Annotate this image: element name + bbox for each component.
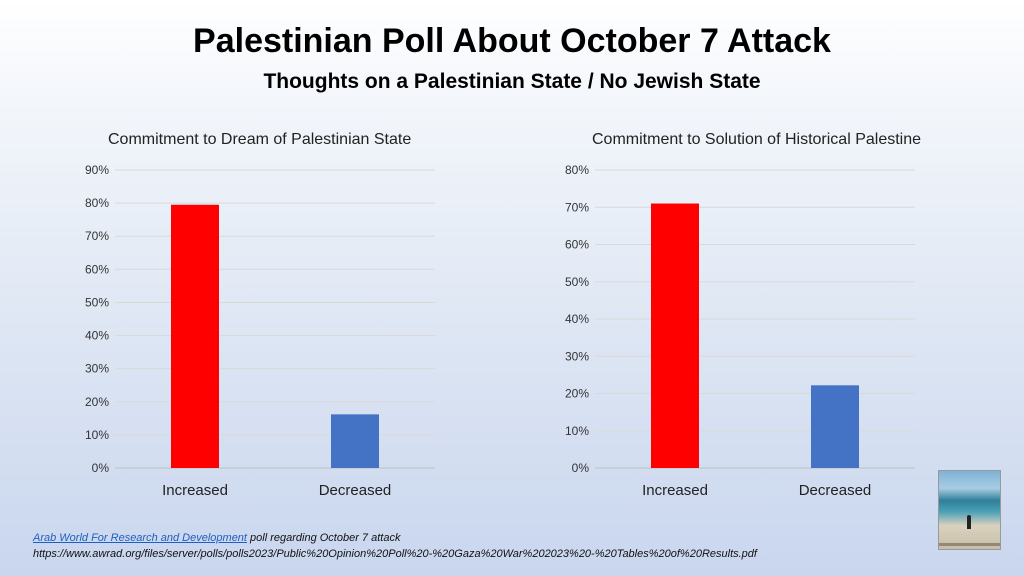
y-tick-label: 10%: [85, 428, 109, 442]
y-tick-label: 40%: [85, 329, 109, 343]
beach-photo-thumbnail: [938, 470, 1001, 550]
x-tick-label: Increased: [162, 482, 228, 499]
source-url: https://www.awrad.org/files/server/polls…: [33, 548, 757, 560]
y-tick-label: 50%: [565, 275, 589, 289]
y-tick-label: 70%: [565, 200, 589, 214]
x-tick-label: Decreased: [799, 482, 872, 499]
chart-title-right: Commitment to Solution of Historical Pal…: [592, 131, 922, 148]
page-title: Palestinian Poll About October 7 Attack: [193, 22, 831, 60]
y-tick-label: 0%: [92, 461, 110, 475]
y-tick-label: 40%: [565, 312, 589, 326]
y-tick-label: 70%: [85, 229, 109, 243]
source-description: poll regarding October 7 attack: [246, 532, 401, 544]
y-tick-label: 80%: [565, 163, 589, 177]
x-tick-label: Decreased: [319, 482, 392, 499]
source-line: Arab World For Research and Development …: [33, 532, 400, 544]
source-link[interactable]: Arab World For Research and Development: [33, 532, 247, 544]
thumbnail-caption-strip: [939, 543, 1000, 546]
chart-right: 0% 10% 20% 30% 40% 50% 60% 70% 80% Increased Decre…: [565, 163, 915, 499]
y-tick-label: 50%: [85, 295, 109, 309]
y-tick-label: 30%: [85, 362, 109, 376]
bar-increased: [651, 203, 699, 468]
y-tick-label: 90%: [85, 163, 109, 177]
person-silhouette: [967, 515, 971, 529]
y-tick-label: 20%: [565, 387, 589, 401]
y-tick-label: 0%: [572, 461, 590, 475]
y-tick-label: 60%: [85, 262, 109, 276]
bar-decreased: [811, 385, 859, 468]
bar-decreased: [331, 414, 379, 468]
bar-increased: [171, 204, 219, 468]
y-tick-label: 10%: [565, 424, 589, 438]
y-tick-label: 60%: [565, 238, 589, 252]
x-tick-label: Increased: [642, 482, 708, 499]
chart-left: 0% 10% 20% 30% 40% 50% 60% 70% 80% 90% Increased De…: [85, 163, 435, 499]
y-tick-label: 30%: [565, 349, 589, 363]
y-tick-label: 80%: [85, 196, 109, 210]
y-tick-label: 20%: [85, 395, 109, 409]
page-subtitle: Thoughts on a Palestinian State / No Jew…: [263, 70, 761, 93]
chart-title-left: Commitment to Dream of Palestinian State: [108, 131, 412, 148]
